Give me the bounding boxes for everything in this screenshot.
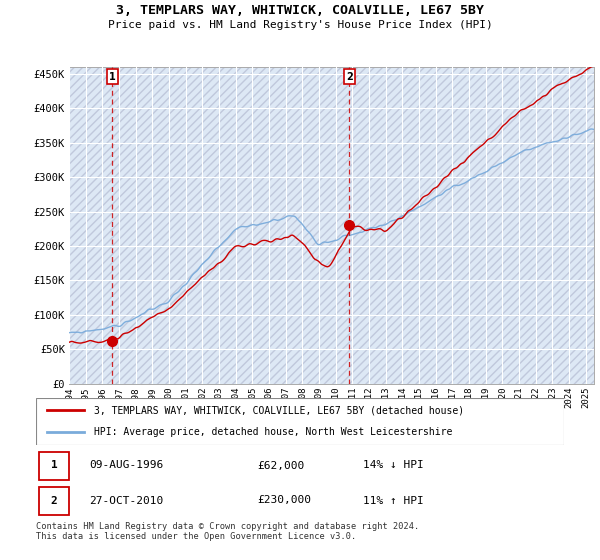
Text: £62,000: £62,000 xyxy=(258,460,305,470)
Text: £230,000: £230,000 xyxy=(258,496,312,506)
Text: 27-OCT-2010: 27-OCT-2010 xyxy=(89,496,163,506)
Text: 14% ↓ HPI: 14% ↓ HPI xyxy=(364,460,424,470)
Text: HPI: Average price, detached house, North West Leicestershire: HPI: Average price, detached house, Nort… xyxy=(94,427,452,437)
Text: 2: 2 xyxy=(50,496,58,506)
Text: 2: 2 xyxy=(346,72,353,82)
FancyBboxPatch shape xyxy=(38,487,69,515)
Text: 09-AUG-1996: 09-AUG-1996 xyxy=(89,460,163,470)
Text: 3, TEMPLARS WAY, WHITWICK, COALVILLE, LE67 5BY (detached house): 3, TEMPLARS WAY, WHITWICK, COALVILLE, LE… xyxy=(94,405,464,416)
Text: 3, TEMPLARS WAY, WHITWICK, COALVILLE, LE67 5BY: 3, TEMPLARS WAY, WHITWICK, COALVILLE, LE… xyxy=(116,4,484,17)
Text: Contains HM Land Registry data © Crown copyright and database right 2024.
This d: Contains HM Land Registry data © Crown c… xyxy=(36,522,419,542)
Text: 1: 1 xyxy=(50,460,58,470)
Text: 1: 1 xyxy=(109,72,116,82)
FancyBboxPatch shape xyxy=(38,451,69,479)
FancyBboxPatch shape xyxy=(36,398,564,445)
Text: 11% ↑ HPI: 11% ↑ HPI xyxy=(364,496,424,506)
Text: Price paid vs. HM Land Registry's House Price Index (HPI): Price paid vs. HM Land Registry's House … xyxy=(107,20,493,30)
